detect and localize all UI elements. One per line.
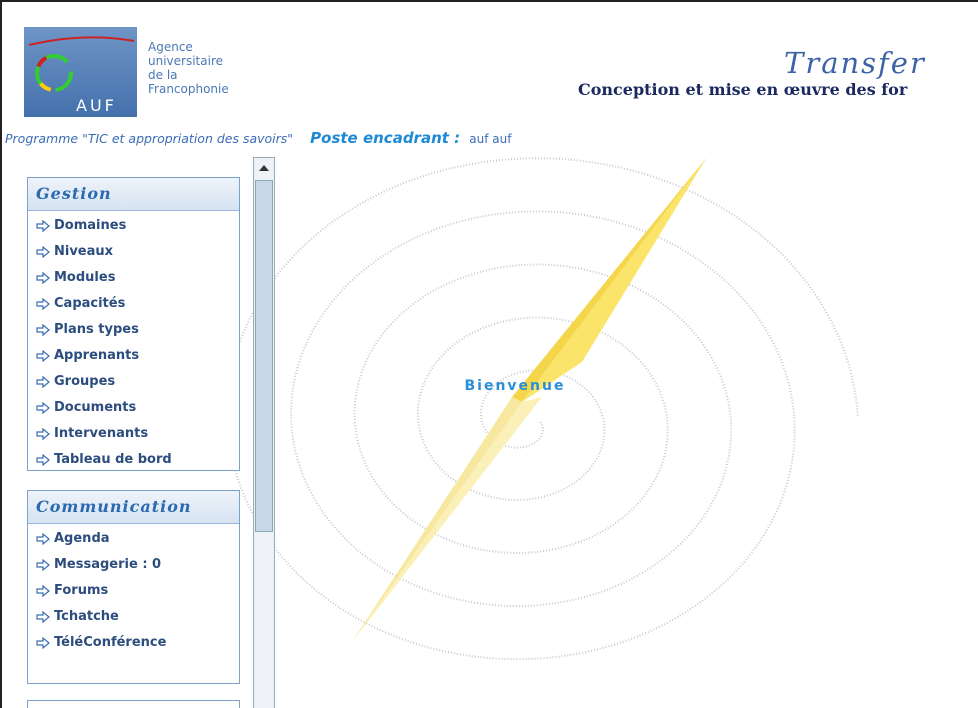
menu-item[interactable]: Groupes [28, 369, 239, 395]
arrow-icon [36, 246, 50, 258]
welcome: Bienvenue [465, 378, 566, 394]
menu-item[interactable]: Tchatche [28, 604, 239, 630]
menu-label[interactable]: Apprenants [54, 343, 139, 369]
page: AUF Agenceuniversitairede laFrancophonie… [0, 0, 978, 708]
scrollbar[interactable] [253, 157, 275, 708]
menu-label[interactable]: Documents [54, 395, 136, 421]
arrow-icon [36, 298, 50, 310]
menu-label[interactable]: Domaines [54, 213, 126, 239]
scroll-up[interactable] [254, 158, 274, 178]
menu-label[interactable]: Agenda [54, 526, 110, 552]
menu-item[interactable]: Niveaux [28, 239, 239, 265]
arrow-icon [36, 637, 50, 649]
arrow-icon [36, 585, 50, 597]
menu-item[interactable]: Domaines [28, 213, 239, 239]
arrow-icon [36, 454, 50, 466]
arrow-icon [36, 402, 50, 414]
menu-item[interactable]: Modules [28, 265, 239, 291]
arrow-icon [36, 533, 50, 545]
menu-label[interactable]: Niveaux [54, 239, 113, 265]
menu-item[interactable]: Tableau de bord [28, 447, 239, 473]
section-title: Gestion [28, 178, 239, 211]
menu-label[interactable]: TéléConférence [54, 630, 166, 656]
menu-label[interactable]: Capacités [54, 291, 125, 317]
window: AUF Agenceuniversitairede laFrancophonie… [0, 0, 978, 708]
menu-label[interactable]: Tableau de bord [54, 447, 172, 473]
menu-label[interactable]: Tchatche [54, 604, 119, 630]
menu-item[interactable]: Plans types [28, 317, 239, 343]
menu-item[interactable]: TéléConférence [28, 630, 239, 656]
menu-label[interactable]: Intervenants [54, 421, 148, 447]
arrow-icon [36, 272, 50, 284]
arrow-icon [36, 559, 50, 571]
section-title: Communication [28, 491, 239, 524]
spiral [228, 158, 858, 659]
menu-label[interactable]: Groupes [54, 369, 115, 395]
arrow-icon [36, 324, 50, 336]
sidebar-section [27, 700, 240, 708]
menu-label[interactable]: Modules [54, 265, 115, 291]
menu-label[interactable]: Forums [54, 578, 108, 604]
arrow-icon [36, 428, 50, 440]
menu-label[interactable]: Messagerie : 0 [54, 552, 161, 578]
arrow-icon [36, 220, 50, 232]
arrow-icon [36, 350, 50, 362]
arrow-icon [36, 376, 50, 388]
menu-item[interactable]: Forums [28, 578, 239, 604]
needle [512, 157, 707, 402]
arrow-icon [36, 611, 50, 623]
menu-item[interactable]: Apprenants [28, 343, 239, 369]
menu-label[interactable]: Plans types [54, 317, 139, 343]
menu-item[interactable]: Intervenants [28, 421, 239, 447]
needle [352, 397, 522, 642]
menu-item[interactable]: Documents [28, 395, 239, 421]
menu-item[interactable]: Messagerie : 0 [28, 552, 239, 578]
scroll-thumb[interactable] [255, 180, 273, 532]
menu-item[interactable]: Capacités [28, 291, 239, 317]
menu-item[interactable]: Agenda [28, 526, 239, 552]
